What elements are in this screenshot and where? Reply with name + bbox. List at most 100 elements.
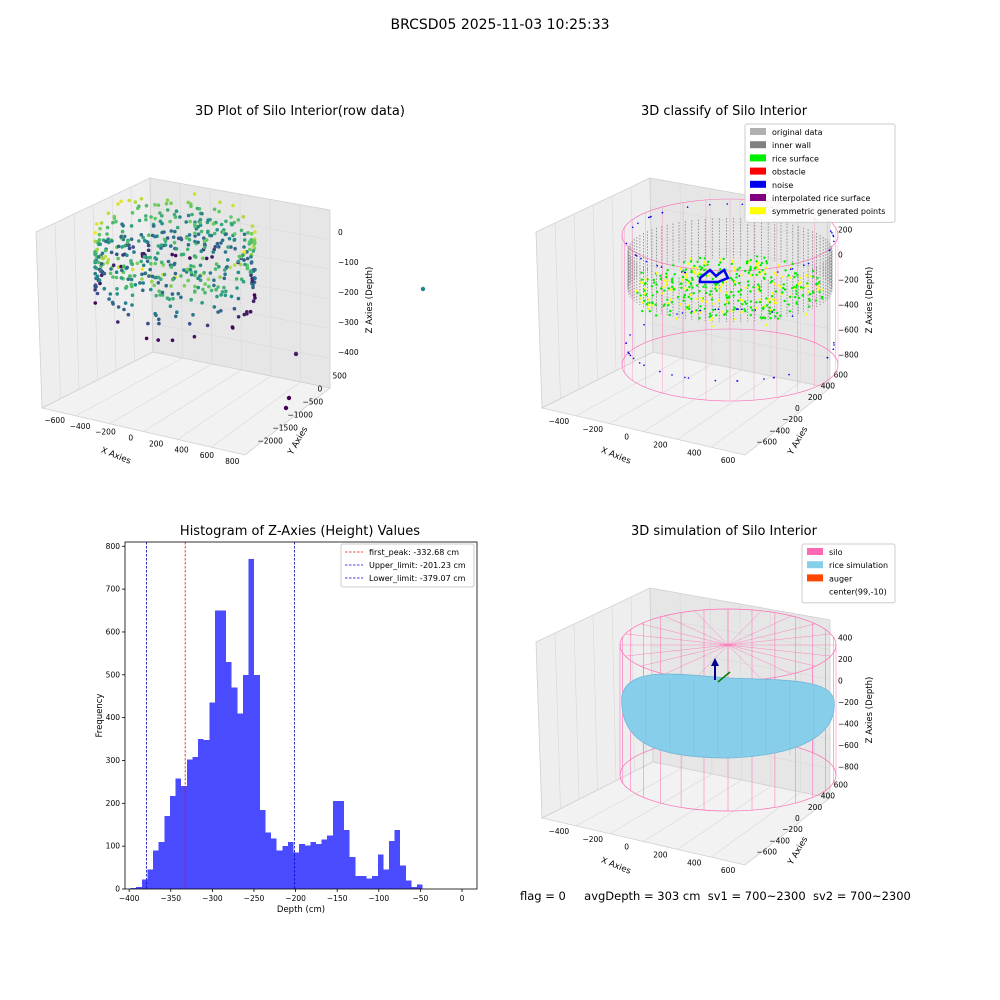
symmetric-point [685,273,688,276]
raw-data-point [239,228,244,233]
raw-data-point [193,222,197,227]
symmetric-point [766,300,770,303]
histogram-bar [237,713,243,889]
rice-surface-point [670,277,674,281]
raw-data-point [146,243,151,248]
raw-data-point [158,211,162,215]
raw-data-point [160,290,165,295]
histogram-bar [130,888,137,889]
raw-data-point [223,293,228,297]
raw-data-point [165,236,170,240]
raw-data-point [202,271,206,275]
rice-surface-point [665,272,668,275]
noise-point [629,354,632,357]
histogram-bar [355,876,361,889]
auger-blade [717,671,731,683]
raw-data-point [200,211,204,216]
rice-surface-point [763,277,766,280]
rice-surface-point [711,277,714,281]
rice-surface-point [667,303,670,307]
raw-data-point [98,242,102,246]
rice-surface-point [660,287,663,290]
raw-data-point [249,255,253,259]
raw-data-point [171,235,176,239]
rice-surface-point [746,260,749,263]
rice-surface-point [721,281,725,284]
symmetric-point [643,292,647,295]
raw-data-point [129,282,134,287]
plot1-grid-line [75,357,183,417]
plot4-legend-label: center(99,-10) [829,588,887,597]
raw-data-point [144,217,148,222]
symmetric-point [731,259,734,262]
raw-data-point [163,243,168,247]
rice-surface-point [735,272,738,276]
x-tick-label: −100 [369,894,390,903]
symmetric-point [705,300,708,303]
raw-data-point [122,264,126,268]
raw-data-point [119,276,124,280]
plot1-y-tick-label: 500 [333,372,348,381]
raw-data-point [189,264,193,268]
rice-surface-point [782,283,785,286]
plot2-legend-swatch [750,154,766,162]
noise-point [741,203,744,206]
histogram-bar [136,886,142,889]
histogram-bar [338,801,345,889]
raw-data-point [154,293,158,298]
raw-data-point [245,256,250,261]
raw-data-point [226,245,230,249]
raw-data-point [146,321,150,326]
raw-data-point [242,258,246,262]
symmetric-point [686,281,690,284]
symmetric-point [817,288,820,291]
noise-point [830,230,832,232]
plot1-grid-line [54,222,61,399]
raw-data-point [110,239,114,243]
raw-data-point [246,231,250,235]
rice-surface-point [763,256,766,259]
rice-surface-point [797,296,801,300]
raw-data-point [232,306,237,311]
symmetric-point [719,258,723,261]
rice-surface-point [691,286,694,289]
noise-point [833,344,835,346]
raw-data-point [190,212,194,217]
raw-data-point [106,211,111,216]
y-tick-label: 700 [106,585,121,594]
histogram-bar [417,884,423,889]
raw-data-point [140,277,144,281]
symmetric-point [788,276,792,279]
plot2-legend-swatch [750,180,766,188]
raw-data-point [218,275,222,279]
histogram-bar [405,880,412,889]
symmetric-point [655,271,659,275]
raw-data-point [206,277,211,282]
raw-data-point [127,243,131,247]
rice-surface-point [667,287,671,290]
symmetric-point [740,273,743,277]
plot2-legend-label: interpolated rice surface [772,194,870,203]
rice-surface-point [794,295,797,299]
raw-data-point [149,215,153,219]
raw-data-point [97,278,102,283]
y-tick-label: 400 [106,713,121,722]
symmetric-point [704,263,707,266]
rice-surface-point [801,294,804,297]
noise-point [656,264,658,267]
symmetric-point [771,298,775,301]
raw-data-point [170,338,175,343]
rice-surface-point [699,268,703,271]
rice-surface-point [692,292,695,295]
plot1-z-tick-label: −400 [338,348,359,357]
rice-surface-point [749,306,753,309]
plot1-x-axis-label: X Axies [99,446,132,467]
plot4-y-tick-label: 400 [821,792,836,801]
plot2-x-axis-label: X Axies [599,446,632,467]
histogram-bar [299,844,305,889]
raw-data-point [200,301,204,305]
rice-surface-point [646,278,649,281]
raw-data-point [202,236,206,240]
symmetric-point [719,286,723,289]
rice-surface-point [695,284,699,287]
